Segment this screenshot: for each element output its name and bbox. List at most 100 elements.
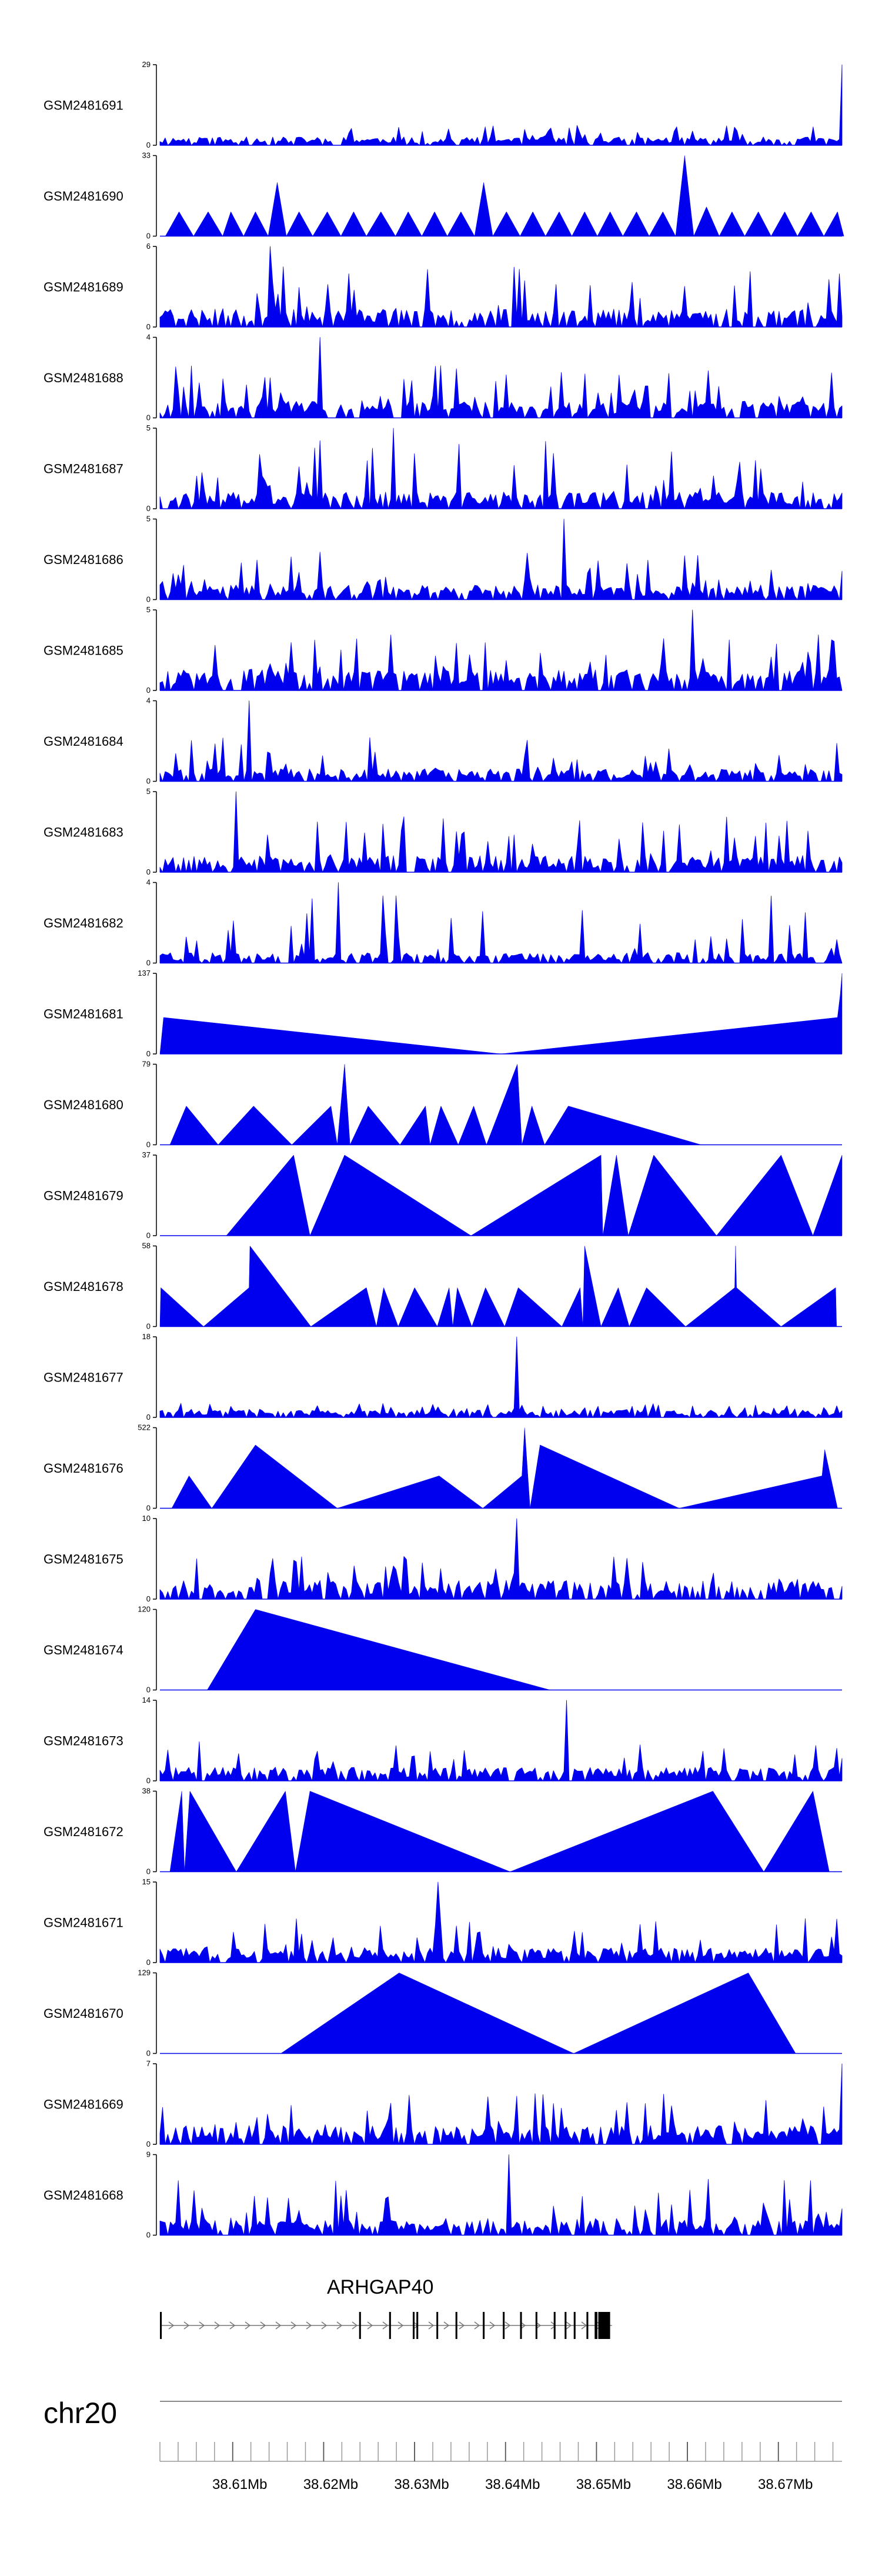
y-min-label: 0 [146, 1322, 151, 1331]
track-label: GSM2481680 [44, 1097, 123, 1112]
track-label: GSM2481687 [44, 462, 123, 476]
y-min-label: 0 [146, 959, 151, 967]
exon [412, 2312, 415, 2339]
signal-area [159, 2063, 843, 2145]
signal-area [159, 1246, 837, 1327]
track-GSM2481683: GSM2481683 5 0 [44, 787, 843, 876]
y-max-label: 5 [146, 423, 151, 432]
track-GSM2481680: GSM2481680 79 0 [44, 1060, 842, 1149]
track-label: GSM2481686 [44, 552, 123, 567]
track-label: GSM2481673 [44, 1734, 123, 1749]
y-min-label: 0 [146, 322, 151, 331]
exon [520, 2312, 522, 2339]
track-label: GSM2481669 [44, 2097, 123, 2112]
signal-area [226, 1154, 843, 1236]
strand-arrow [245, 2321, 251, 2330]
y-max-label: 120 [138, 1605, 151, 1614]
track-label: GSM2481678 [44, 1279, 123, 1294]
track-GSM2481677: GSM2481677 18 0 [44, 1332, 843, 1422]
y-min-label: 0 [146, 1867, 151, 1876]
strand-arrow [336, 2321, 343, 2330]
track-GSM2481691: GSM2481691 29 0 [44, 60, 843, 149]
exon [503, 2312, 505, 2339]
strand-arrow [229, 2321, 236, 2330]
signal-area [207, 1609, 550, 1690]
signal-area [159, 337, 843, 418]
chromosome-axis: chr20 38.61Mb 38.62Mb 38.63Mb 38.64Mb 38.65Mb… [44, 2397, 842, 2492]
signal-area [159, 700, 843, 782]
y-max-label: 6 [146, 242, 151, 251]
exon [359, 2312, 361, 2339]
y-max-label: 14 [142, 1696, 151, 1704]
track-label: GSM2481691 [44, 98, 123, 113]
track-GSM2481687: GSM2481687 5 0 [44, 423, 843, 513]
strand-arrow [428, 2321, 435, 2330]
signal-area [280, 1973, 796, 2054]
track-label: GSM2481688 [44, 371, 123, 385]
strand-arrow [260, 2321, 266, 2330]
strand-arrow [581, 2321, 587, 2330]
y-min-label: 0 [146, 1958, 151, 1967]
y-max-label: 15 [142, 1877, 151, 1886]
strand-arrow [459, 2321, 465, 2330]
track-label: GSM2481684 [44, 734, 123, 749]
strand-arrow [183, 2321, 190, 2330]
y-max-label: 7 [146, 2059, 151, 2068]
track-GSM2481671: GSM2481671 15 0 [44, 1877, 843, 1967]
signal-area [159, 2154, 843, 2235]
track-GSM2481674: GSM2481674 120 0 [44, 1605, 842, 1694]
track-GSM2481689: GSM2481689 6 0 [44, 242, 843, 331]
gene-track: ARHGAP40 [160, 2276, 612, 2339]
signal-area [159, 155, 844, 236]
exon [535, 2312, 537, 2339]
chromosome-label: chr20 [44, 2397, 117, 2430]
y-max-label: 5 [146, 515, 151, 523]
strand-arrow [367, 2321, 373, 2330]
strand-arrow [168, 2321, 175, 2330]
strand-arrow [566, 2321, 572, 2330]
y-min-label: 0 [146, 1049, 151, 1058]
exon [455, 2312, 457, 2339]
y-max-label: 10 [142, 1514, 151, 1523]
y-max-label: 79 [142, 1060, 151, 1069]
axis-tick-label: 38.64Mb [485, 2477, 540, 2492]
strand-arrow [382, 2321, 389, 2330]
strand-arrow [275, 2321, 282, 2330]
axis-tick-label: 38.66Mb [667, 2477, 721, 2492]
y-max-label: 5 [146, 787, 151, 796]
signal-area [159, 791, 843, 873]
signal-area [169, 1791, 830, 1872]
strand-arrow [489, 2321, 496, 2330]
y-max-label: 5 [146, 605, 151, 614]
strand-arrow [550, 2321, 557, 2330]
y-max-label: 33 [142, 151, 151, 160]
track-GSM2481673: GSM2481673 14 0 [44, 1696, 843, 1785]
strand-arrow [306, 2321, 312, 2330]
signal-area [159, 609, 843, 691]
signal-area [169, 1064, 701, 1145]
track-label: GSM2481690 [44, 189, 123, 203]
track-GSM2481670: GSM2481670 129 0 [44, 1968, 842, 2058]
y-max-label: 4 [146, 696, 151, 705]
strand-arrow [199, 2321, 205, 2330]
y-max-label: 4 [146, 333, 151, 342]
track-GSM2481678: GSM2481678 58 0 [44, 1242, 842, 1331]
track-GSM2481679: GSM2481679 37 0 [44, 1150, 843, 1240]
strand-arrow [520, 2321, 526, 2330]
y-min-label: 0 [146, 1776, 151, 1785]
signal-area [171, 1427, 838, 1509]
y-min-label: 0 [146, 1413, 151, 1422]
signal-area [159, 973, 843, 1055]
y-max-label: 129 [138, 1968, 151, 1977]
exon [594, 2312, 597, 2339]
strand-arrow [352, 2321, 358, 2330]
y-min-label: 0 [146, 777, 151, 786]
track-GSM2481685: GSM2481685 5 0 [44, 605, 843, 695]
y-min-label: 0 [146, 595, 151, 604]
y-max-label: 29 [142, 60, 151, 69]
track-GSM2481681: GSM2481681 137 0 [44, 969, 843, 1058]
signal-area [159, 246, 843, 328]
track-label: GSM2481671 [44, 1916, 123, 1930]
y-min-label: 0 [146, 1686, 151, 1694]
y-max-label: 9 [146, 2150, 151, 2159]
